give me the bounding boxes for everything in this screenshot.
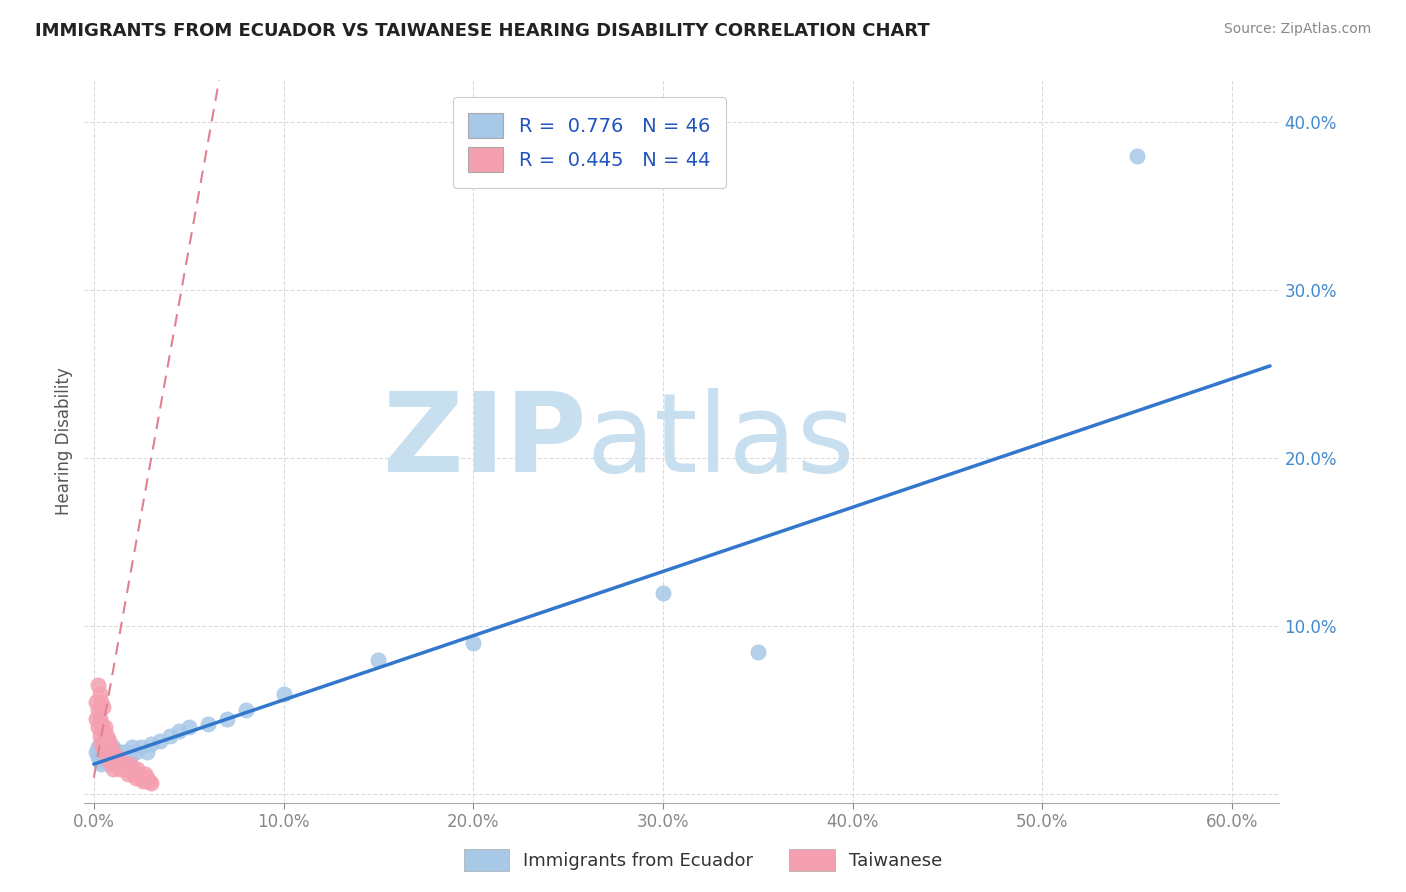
Point	[124, 771, 146, 785]
Text: ZIP: ZIP	[382, 388, 586, 495]
Point	[111, 754, 134, 768]
Point	[90, 745, 112, 759]
Point	[96, 740, 118, 755]
Point	[86, 703, 108, 717]
Point	[167, 723, 190, 738]
Point	[86, 678, 108, 692]
Point	[129, 771, 152, 785]
Point	[98, 733, 121, 747]
Point	[96, 729, 118, 743]
Point	[94, 754, 117, 768]
Point	[94, 720, 117, 734]
Point	[96, 750, 118, 764]
Point	[117, 754, 139, 768]
Point	[91, 750, 114, 764]
Legend: Immigrants from Ecuador, Taiwanese: Immigrants from Ecuador, Taiwanese	[457, 842, 949, 879]
Text: atlas: atlas	[586, 388, 855, 495]
Point	[96, 750, 118, 764]
Point	[136, 771, 159, 785]
Point	[89, 712, 111, 726]
Point	[110, 762, 132, 776]
Point	[90, 757, 112, 772]
Point	[129, 740, 152, 755]
Point	[110, 754, 132, 768]
Point	[139, 737, 162, 751]
Point	[84, 695, 107, 709]
Point	[91, 723, 114, 738]
Point	[86, 750, 108, 764]
Point	[463, 636, 485, 650]
Point	[104, 745, 127, 759]
Point	[105, 750, 128, 764]
Legend: R =  0.776   N = 46, R =  0.445   N = 44: R = 0.776 N = 46, R = 0.445 N = 44	[453, 97, 725, 188]
Point	[118, 750, 141, 764]
Text: Source: ZipAtlas.com: Source: ZipAtlas.com	[1223, 22, 1371, 37]
Point	[367, 653, 389, 667]
Point	[159, 729, 181, 743]
Point	[136, 745, 159, 759]
Point	[652, 586, 675, 600]
Point	[139, 775, 162, 789]
Text: IMMIGRANTS FROM ECUADOR VS TAIWANESE HEARING DISABILITY CORRELATION CHART: IMMIGRANTS FROM ECUADOR VS TAIWANESE HEA…	[35, 22, 929, 40]
Point	[89, 729, 111, 743]
Point	[101, 754, 124, 768]
Point	[86, 720, 108, 734]
Point	[84, 745, 107, 759]
Point	[121, 762, 143, 776]
Point	[94, 745, 117, 759]
Point	[111, 745, 134, 759]
Point	[100, 750, 122, 764]
Point	[91, 740, 114, 755]
Point	[91, 700, 114, 714]
Point	[89, 687, 111, 701]
Point	[100, 740, 122, 755]
Point	[98, 754, 121, 768]
Point	[115, 745, 138, 759]
Point	[117, 767, 139, 781]
Point	[747, 644, 769, 658]
Point	[124, 745, 146, 759]
Point	[101, 762, 124, 776]
Point	[104, 754, 127, 768]
Point	[89, 754, 111, 768]
Point	[134, 767, 156, 781]
Point	[273, 687, 295, 701]
Point	[235, 703, 257, 717]
Point	[107, 745, 129, 759]
Point	[98, 745, 121, 759]
Point	[107, 757, 129, 772]
Point	[127, 762, 149, 776]
Point	[128, 767, 150, 781]
Point	[197, 716, 219, 731]
Point	[112, 759, 135, 773]
Point	[100, 745, 122, 759]
Point	[84, 712, 107, 726]
Point	[1126, 149, 1149, 163]
Point	[91, 740, 114, 755]
Point	[90, 695, 112, 709]
Point	[101, 745, 124, 759]
Point	[101, 740, 124, 755]
Point	[98, 754, 121, 768]
Point	[177, 720, 200, 734]
Point	[215, 712, 238, 726]
Point	[86, 740, 108, 755]
Point	[122, 767, 145, 781]
Point	[94, 745, 117, 759]
Point	[121, 740, 143, 755]
Point	[118, 757, 141, 772]
Point	[112, 750, 135, 764]
Point	[132, 774, 155, 789]
Point	[105, 750, 128, 764]
Point	[115, 762, 138, 776]
Point	[138, 774, 160, 789]
Point	[90, 737, 112, 751]
Point	[100, 757, 122, 772]
Y-axis label: Hearing Disability: Hearing Disability	[55, 368, 73, 516]
Point	[149, 733, 172, 747]
Point	[89, 737, 111, 751]
Point	[90, 716, 112, 731]
